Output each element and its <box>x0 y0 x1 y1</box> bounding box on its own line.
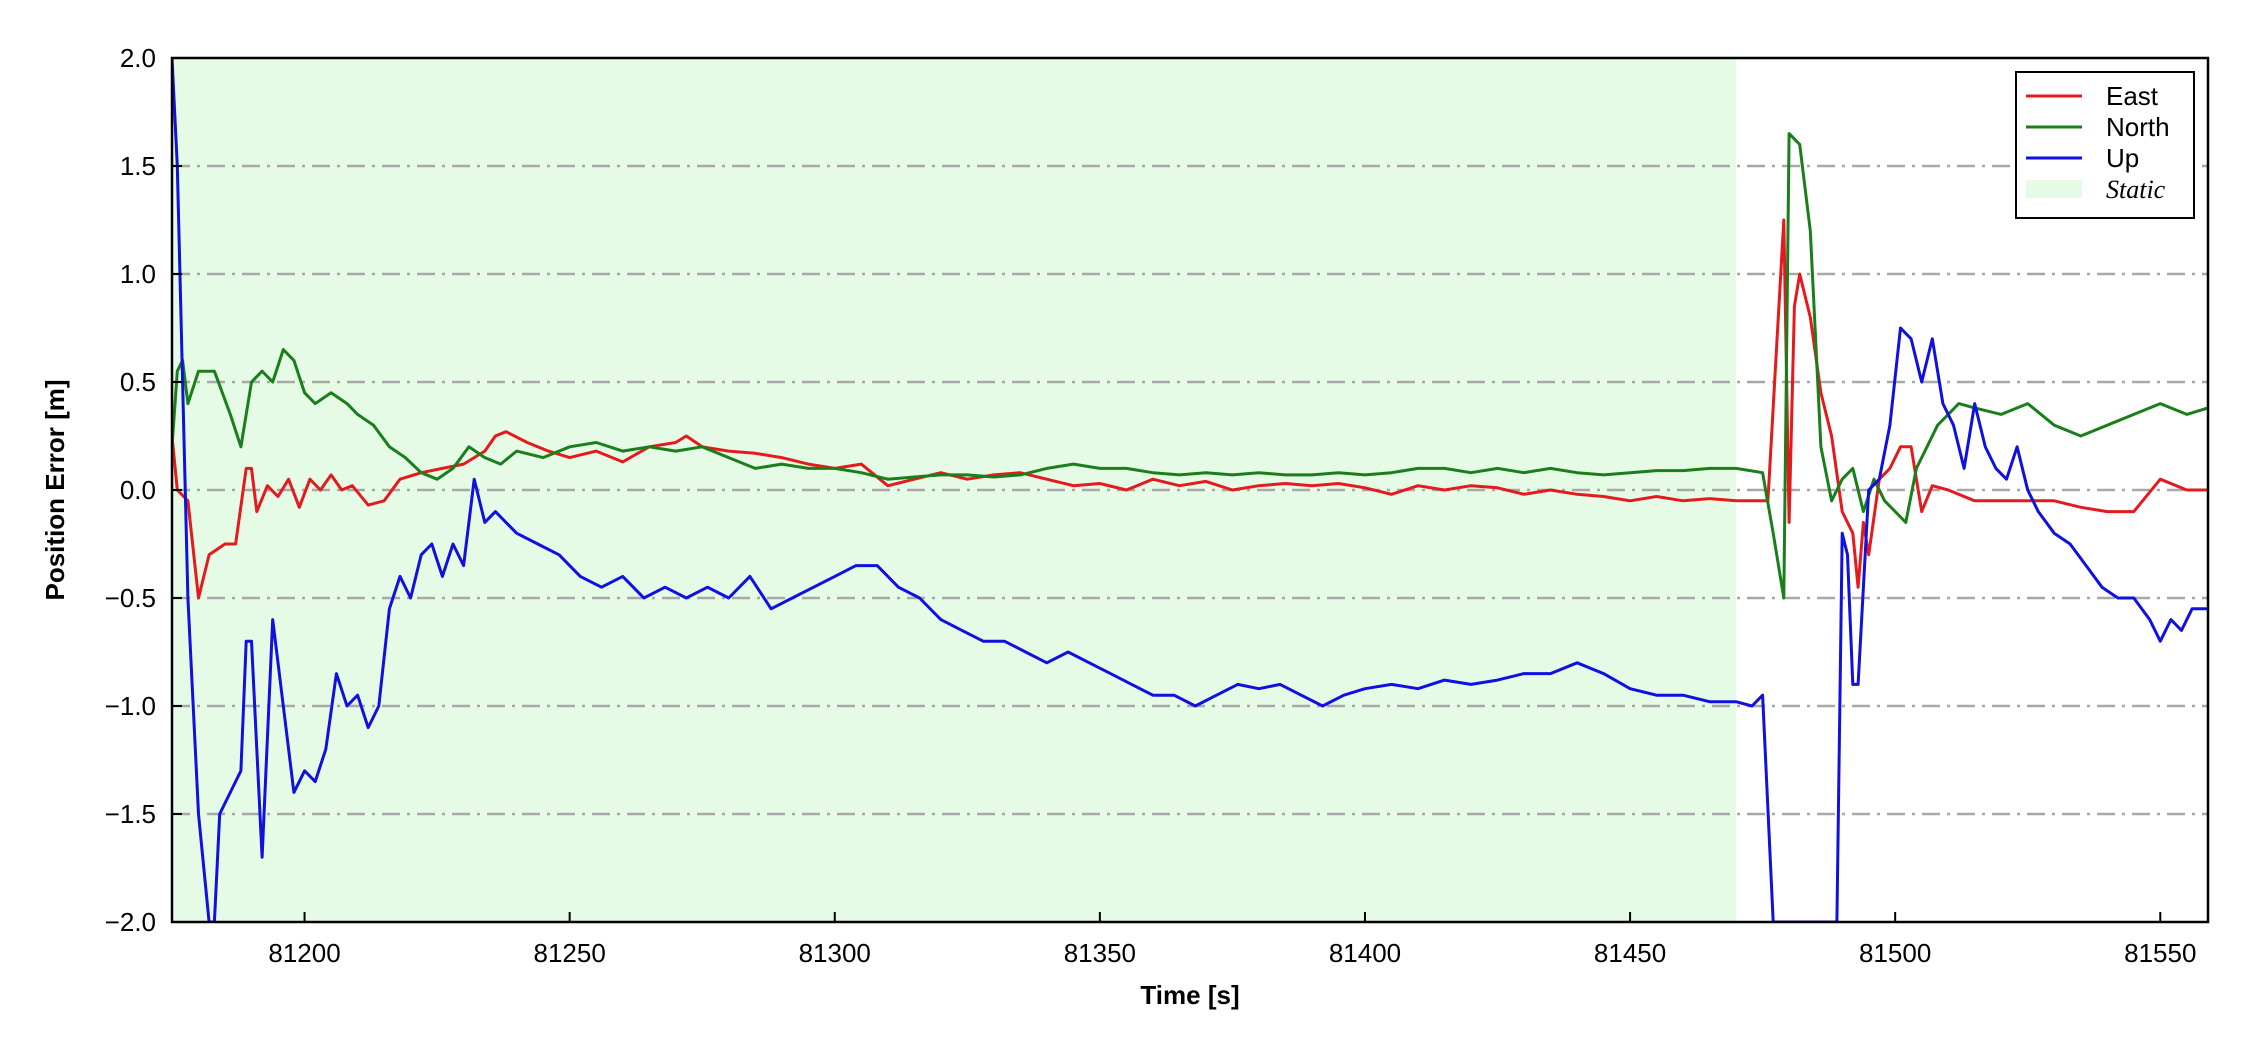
y-tick-label: 1.5 <box>120 151 156 181</box>
legend-north-label: North <box>2106 112 2170 142</box>
x-tick-label: 81450 <box>1594 938 1666 968</box>
x-tick-label: 81400 <box>1329 938 1401 968</box>
x-tick-label: 81300 <box>799 938 871 968</box>
series-lines <box>172 58 2208 922</box>
legend: East North Up Static <box>2015 71 2195 219</box>
series-line-north <box>172 132 2208 600</box>
legend-static-label: Static <box>2106 175 2166 204</box>
x-tick-label: 81250 <box>534 938 606 968</box>
x-axis-ticks: 81200 81250 81300 81350 81400 81450 81500 81550 <box>268 912 2196 968</box>
legend-east-label: East <box>2106 81 2159 111</box>
y-tick-label: −2.0 <box>105 907 156 937</box>
x-tick-label: 81500 <box>1859 938 1931 968</box>
y-axis-ticks: 2.0 1.5 1.0 0.5 0.0 −0.5 −1.0 −1.5 −2.0 <box>105 43 182 937</box>
x-tick-label: 81350 <box>1064 938 1136 968</box>
legend-up-label: Up <box>2106 143 2139 173</box>
y-tick-label: −1.0 <box>105 691 156 721</box>
y-tick-label: 2.0 <box>120 43 156 73</box>
y-tick-label: 0.0 <box>120 475 156 505</box>
legend-static-patch <box>2026 180 2082 198</box>
series-line-up <box>172 58 2208 922</box>
y-tick-label: 0.5 <box>120 367 156 397</box>
x-axis-label: Time [s] <box>1140 980 1239 1010</box>
y-tick-label: −1.5 <box>105 799 156 829</box>
y-tick-label: −0.5 <box>105 583 156 613</box>
y-tick-label: 1.0 <box>120 259 156 289</box>
y-axis-label: Position Error [m] <box>40 379 70 600</box>
x-tick-label: 81550 <box>2124 938 2196 968</box>
x-tick-label: 81200 <box>268 938 340 968</box>
